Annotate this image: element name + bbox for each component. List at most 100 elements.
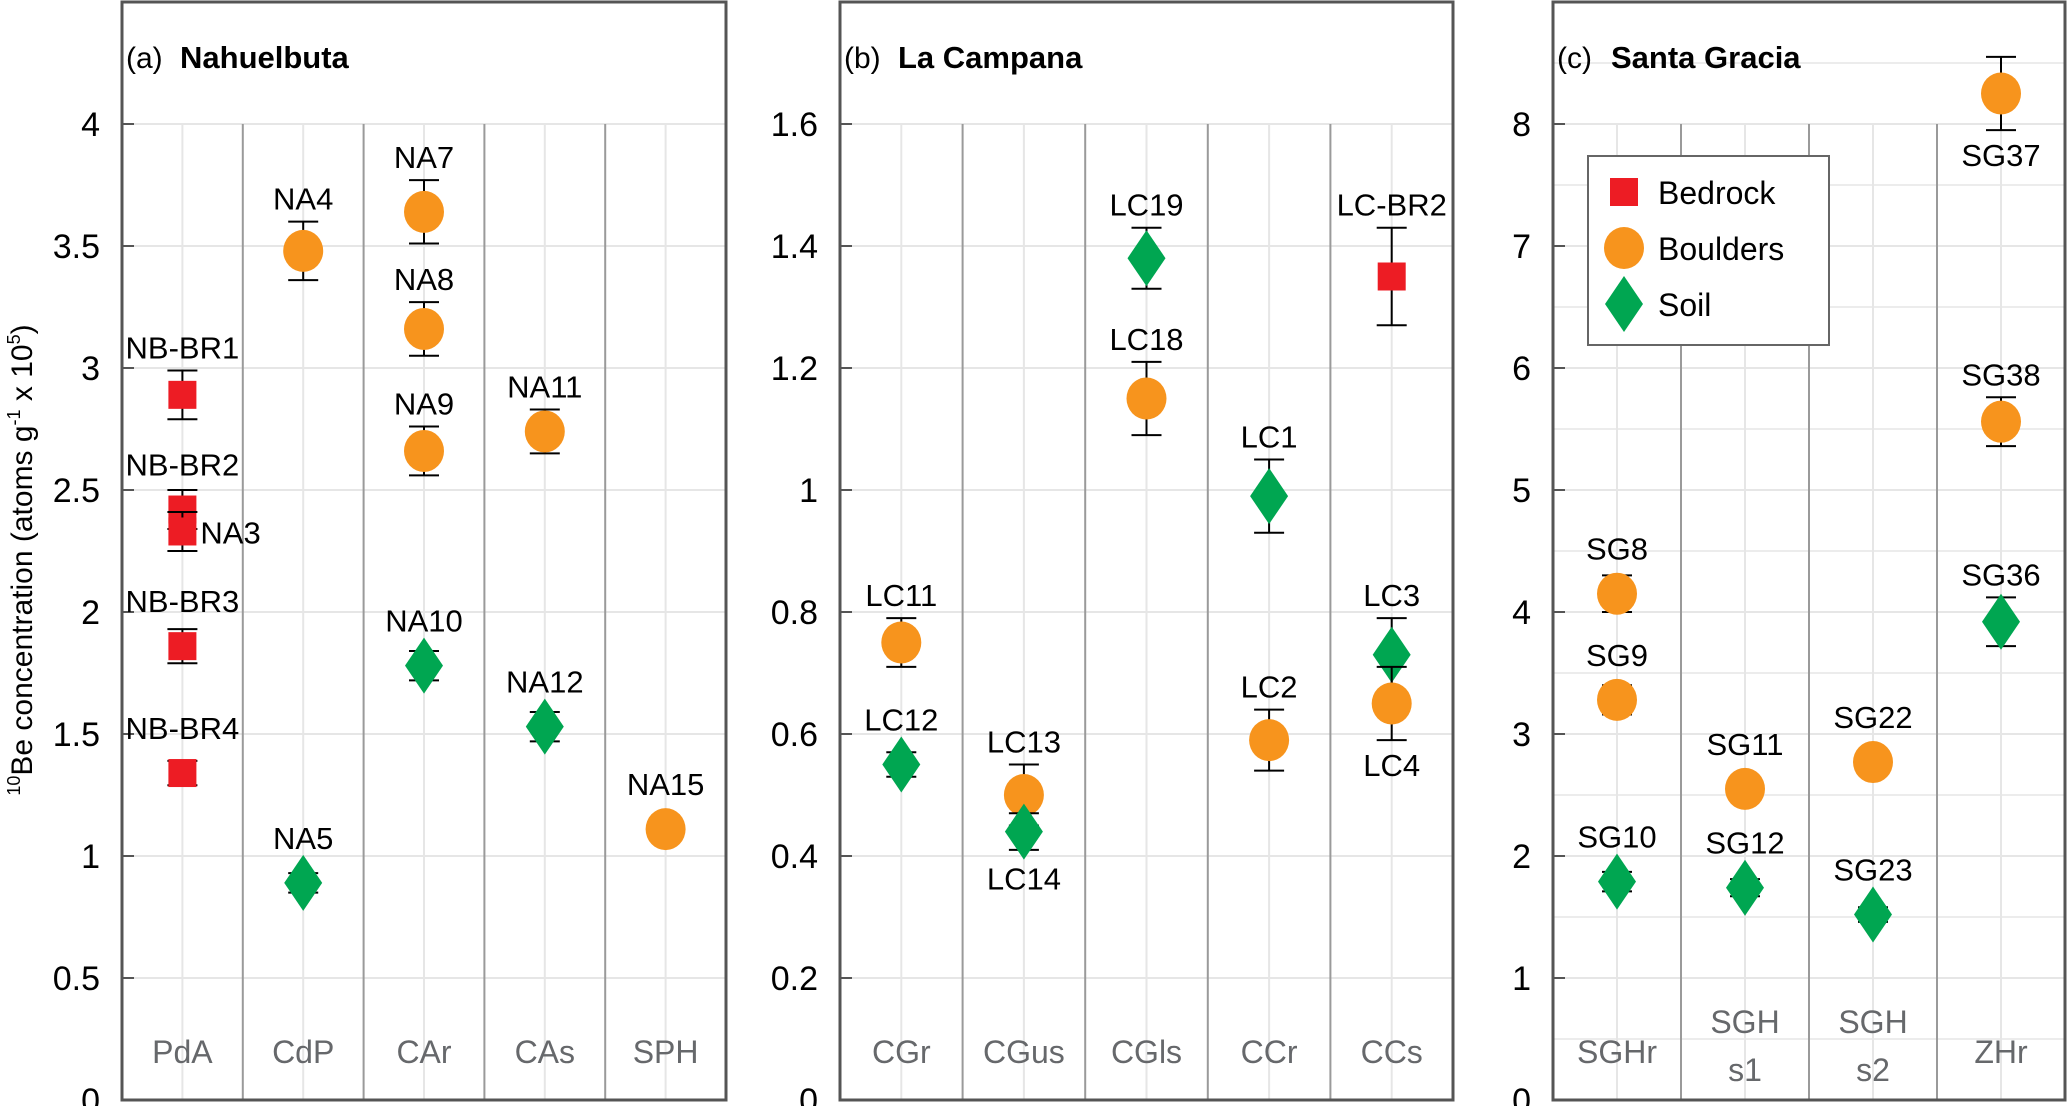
point-label: LC12 (864, 703, 938, 738)
category-label: SGH (1710, 1004, 1779, 1040)
panel-title: Santa Gracia (1611, 40, 1801, 75)
point-label: NA11 (507, 369, 582, 404)
y-tick-label: 1 (81, 838, 100, 876)
legend-label: Bedrock (1658, 175, 1776, 211)
category-label: CdP (272, 1034, 334, 1070)
category-label: CCs (1361, 1034, 1423, 1070)
panel-letter: (b) (844, 42, 881, 75)
panel-title: Nahuelbuta (180, 40, 350, 75)
data-point-sg23: SG23 (1833, 853, 1913, 943)
marker-boulders (404, 307, 444, 350)
data-point-lc1: LC1 (1241, 420, 1298, 534)
marker-bedrock (168, 632, 197, 661)
data-point-na8: NA8 (394, 262, 454, 357)
marker-soil (1372, 626, 1411, 683)
data-point-lc13: LC13 (987, 725, 1061, 827)
marker-soil (1726, 859, 1764, 916)
data-point-na7: NA7 (394, 140, 454, 245)
data-point-lc18: LC18 (1109, 322, 1184, 437)
panel-nahuelbuta: 0 0.5 1 1.5 2 2.5 3 3.5 4 PdA CdP CAr CAs SPH (a) Nahue… (53, 0, 728, 1106)
point-label: NA15 (627, 767, 705, 802)
y-tick-label: 4 (1512, 594, 1531, 632)
data-point-na12: NA12 (506, 665, 584, 755)
data-point-nb-br4: NB-BR4 (126, 711, 240, 788)
point-label: NA8 (394, 262, 454, 297)
marker-boulders (1981, 400, 2021, 443)
plot-frame (1551, 0, 2067, 1102)
legend-entry-bedrock: Bedrock (1610, 175, 1776, 211)
category-label: ZHr (1974, 1034, 2028, 1070)
panel-letter: (c) (1557, 42, 1592, 75)
marker-soil (284, 854, 323, 911)
category-label: SGH (1838, 1004, 1907, 1040)
point-label: NB-BR4 (126, 711, 240, 746)
y-tick-label: 1 (1512, 960, 1531, 998)
circle-icon (1604, 227, 1644, 269)
data-point-sg37: SG37 (1961, 55, 2041, 173)
category-label: CGus (983, 1034, 1065, 1070)
point-label: SG12 (1705, 826, 1784, 861)
category-label: s1 (1728, 1052, 1762, 1088)
panel-santa-gracia: 0 1 2 3 4 5 6 7 8 SGHr SGH s1 SGH s2 ZHr (c) Santa Graci… (1512, 0, 2067, 1106)
marker-bedrock (168, 380, 197, 409)
point-label: LC2 (1241, 670, 1298, 705)
marker-boulders (645, 808, 686, 851)
marker-bedrock (168, 759, 197, 788)
y-tick-label: 0 (1512, 1082, 1531, 1106)
category-label: CGr (872, 1034, 931, 1070)
legend-entry-boulders: Boulders (1604, 227, 1784, 269)
category-label: SGHr (1577, 1034, 1657, 1070)
marker-boulders (881, 621, 922, 664)
marker-soil (882, 736, 921, 793)
marker-boulders (524, 410, 565, 453)
point-label: SG9 (1586, 638, 1648, 673)
point-label: NA12 (506, 665, 584, 700)
category-label: SPH (633, 1034, 699, 1070)
marker-soil (1598, 853, 1636, 910)
point-label: LC18 (1109, 322, 1183, 357)
point-label: SG22 (1833, 700, 1912, 735)
marker-soil (405, 637, 443, 694)
category-label: s2 (1856, 1052, 1890, 1088)
y-tick-label: 2 (81, 594, 100, 632)
data-point-sg11: SG11 (1707, 727, 1783, 810)
data-point-na3: NA3 (167, 510, 261, 552)
point-label: NA7 (394, 140, 454, 175)
point-label: NA5 (273, 821, 333, 856)
data-point-lc12: LC12 (864, 703, 938, 793)
y-tick-label: 6 (1512, 350, 1531, 388)
point-label: LC-BR2 (1337, 188, 1447, 223)
point-label: NA3 (200, 515, 260, 550)
data-point-nb-br1: NB-BR1 (126, 330, 239, 421)
data-point-na9: NA9 (394, 387, 454, 477)
data-point-na4: NA4 (273, 182, 333, 282)
y-tick-label: 8 (1512, 106, 1531, 144)
data-point-nb-br3: NB-BR3 (126, 584, 240, 665)
marker-soil (1250, 468, 1289, 525)
point-label: NA9 (394, 387, 454, 422)
data-point-sg22: SG22 (1833, 700, 1913, 784)
point-label: LC4 (1363, 748, 1420, 783)
data-point-na15: NA15 (627, 767, 705, 851)
y-tick-label: 3.5 (53, 228, 100, 266)
point-label: LC14 (987, 862, 1061, 897)
point-label: LC3 (1363, 578, 1420, 613)
y-tick-label: 0 (81, 1082, 100, 1106)
point-label: SG36 (1961, 557, 2040, 592)
marker-soil (1854, 886, 1892, 943)
panel-la-campana: 0 0.2 0.4 0.6 0.8 1 1.2 1.4 1.6 CGr CGus CGls CCr CCs… (771, 0, 1455, 1106)
data-point-sg10: SG10 (1577, 820, 1657, 910)
y-tick-label: 2.5 (53, 472, 100, 510)
data-point-lc14: LC14 (987, 803, 1061, 897)
data-point-na5: NA5 (273, 821, 333, 911)
marker-soil (525, 698, 564, 755)
point-label: LC13 (987, 725, 1061, 760)
marker-boulders (1853, 741, 1893, 784)
point-label: NB-BR3 (126, 584, 240, 619)
y-tick-label: 7 (1512, 228, 1531, 266)
plot-frame (120, 0, 728, 1102)
legend-label: Soil (1658, 287, 1711, 323)
data-point-na10: NA10 (385, 604, 463, 694)
point-label: NA10 (385, 604, 463, 639)
